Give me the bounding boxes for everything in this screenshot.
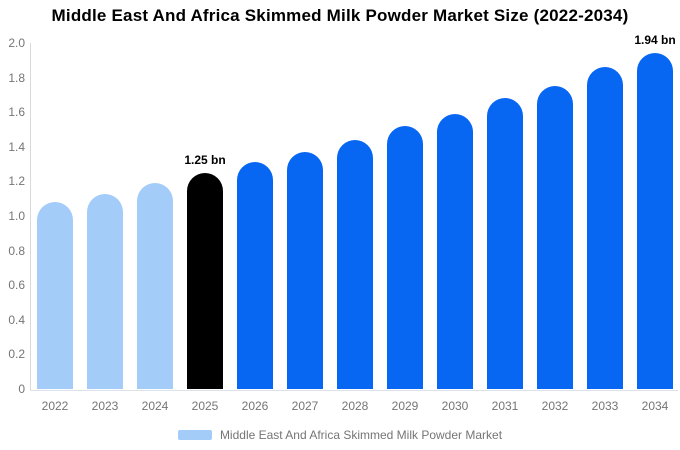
y-tick-1.4: 1.4 [8,139,25,154]
x-tick-2032: 2032 [541,399,569,413]
x-tick-2024: 2024 [141,399,169,413]
x-axis-line [30,390,678,391]
bar-value-label-2034: 1.94 bn [634,33,676,47]
bar-2033 [587,67,623,389]
y-tick-1.8: 1.8 [8,70,25,85]
x-tick-2023: 2023 [91,399,119,413]
bar-2032 [537,86,573,389]
y-tick-1.0: 1.0 [8,209,25,223]
x-tick-2033: 2033 [591,399,619,413]
bar-2028 [337,140,373,389]
x-tick-2027: 2027 [291,399,319,413]
chart-title: Middle East And Africa Skimmed Milk Powd… [51,6,629,25]
y-tick-0.6: 0.6 [8,278,25,293]
x-tick-2025: 2025 [191,399,219,413]
x-tick-2031: 2031 [491,399,519,413]
x-tick-2028: 2028 [341,399,369,413]
bar-2034 [637,53,673,389]
x-tick-2029: 2029 [391,399,419,413]
y-tick-1.2: 1.2 [8,174,25,189]
y-tick-0: 0 [18,382,25,396]
legend-swatch [177,430,212,440]
bar-2023 [87,194,123,389]
legend: Middle East And Africa Skimmed Milk Powd… [0,427,680,443]
bar-2027 [287,152,323,389]
bar-2031 [487,98,523,389]
y-tick-0.2: 0.2 [8,347,25,362]
y-tick-1.6: 1.6 [8,105,25,120]
bar-2030 [437,114,473,389]
y-tick-2.0: 2.0 [8,36,25,50]
y-axis-line [30,43,31,390]
bar-2025 [187,173,223,389]
y-tick-0.8: 0.8 [8,243,25,258]
bar-2022 [37,202,73,389]
y-tick-0.4: 0.4 [8,312,25,327]
bar-2029 [387,126,423,389]
x-tick-2026: 2026 [241,399,269,413]
x-tick-2034: 2034 [641,399,669,413]
x-tick-2022: 2022 [41,399,69,413]
bar-2026 [237,162,273,389]
bar-value-label-2025: 1.25 bn [184,153,226,167]
legend-label: Middle East And Africa Skimmed Milk Powd… [219,428,503,442]
bar-2024 [137,183,173,389]
x-tick-2030: 2030 [441,399,469,413]
